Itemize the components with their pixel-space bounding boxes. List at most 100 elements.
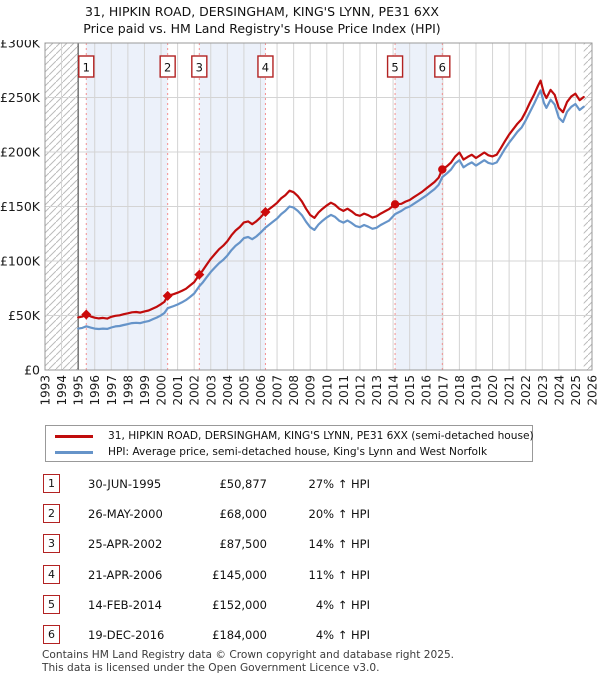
x-tick-label: 2014 bbox=[387, 375, 401, 406]
x-tick-label: 2008 bbox=[287, 375, 301, 406]
x-tick-label: 2018 bbox=[453, 375, 467, 406]
sale-marker bbox=[390, 200, 400, 209]
x-tick-label: 2022 bbox=[519, 375, 533, 406]
sale-date: 26-MAY-2000 bbox=[88, 507, 163, 522]
y-tick-label: £300K bbox=[0, 40, 41, 51]
x-tick-label: 2021 bbox=[503, 375, 517, 406]
x-tick-label: 2001 bbox=[171, 375, 185, 406]
x-tick-label: 2009 bbox=[304, 375, 318, 406]
sale-hpi-delta: 20% ↑ HPI bbox=[308, 507, 370, 522]
x-tick-label: 2012 bbox=[353, 375, 367, 406]
x-tick-label: 1999 bbox=[138, 375, 152, 406]
legend-item-hpi: HPI: Average price, semi-detached house,… bbox=[46, 444, 532, 460]
sale-marker bbox=[194, 269, 205, 280]
sale-date: 30-JUN-1995 bbox=[88, 477, 162, 491]
price-chart: 1 2 3 4 5 6 £0 £50K £100K £150K £200K £250K £300K 199… bbox=[0, 40, 600, 406]
x-tick-label: 2013 bbox=[370, 375, 384, 406]
y-tick-label: £250K bbox=[0, 90, 41, 105]
sale-date: 19-DEC-2016 bbox=[88, 627, 165, 642]
sale-label-box bbox=[78, 55, 95, 78]
x-tick-label: 2023 bbox=[536, 375, 550, 406]
sale-price: £145,000 bbox=[212, 567, 267, 582]
x-tick-label: 1993 bbox=[39, 375, 53, 406]
x-tick-label: 2004 bbox=[221, 375, 235, 406]
sale-hpi-delta: 4% ↑ HPI bbox=[315, 627, 370, 642]
x-tick-label: 2016 bbox=[420, 375, 434, 406]
y-tick-label: £0 bbox=[24, 363, 40, 378]
sale-hpi-delta: 27% ↑ HPI bbox=[308, 477, 370, 491]
hpi-line bbox=[77, 89, 585, 331]
y-tick-label: £200K bbox=[0, 145, 41, 160]
sale-label-box bbox=[159, 55, 176, 78]
legend-item-price: 31, HIPKIN ROAD, DERSINGHAM, KING'S LYNN… bbox=[46, 428, 534, 444]
sale-marker bbox=[438, 165, 447, 174]
sale-price: £87,500 bbox=[219, 537, 267, 552]
chart-title-line2: Price paid vs. HM Land Registry's House … bbox=[83, 21, 441, 36]
x-tick-label: 2025 bbox=[569, 375, 583, 406]
footer-line1: Contains HM Land Registry data © Crown c… bbox=[42, 649, 455, 661]
sale-number-badge: 2 bbox=[43, 504, 60, 524]
x-tick-label: 2015 bbox=[403, 375, 417, 406]
sale-label-number: 2 bbox=[164, 61, 171, 75]
price-line-swatch bbox=[55, 434, 93, 438]
sale-date: 14-FEB-2014 bbox=[88, 597, 162, 612]
sale-marker bbox=[162, 290, 173, 301]
x-tick-label: 2003 bbox=[204, 375, 218, 406]
x-tick-label: 2026 bbox=[586, 375, 600, 406]
sale-number-badge: 5 bbox=[43, 594, 60, 614]
table-row: 3 25-APR-2002 £87,500 14% ↑ HPI bbox=[43, 534, 383, 564]
chart-title: 31, HIPKIN ROAD, DERSINGHAM, KING'S LYNN… bbox=[0, 3, 524, 37]
x-tick-label: 2007 bbox=[271, 375, 285, 406]
sale-price: £50,877 bbox=[219, 477, 267, 491]
sale-label-box bbox=[386, 55, 404, 78]
sale-hpi-delta: 11% ↑ HPI bbox=[308, 567, 370, 582]
sale-date: 25-APR-2002 bbox=[88, 537, 163, 552]
sale-label-number: 6 bbox=[439, 61, 446, 75]
sales-table: 1 30-JUN-1995 £50,877 27% ↑ HPI 2 26-MAY… bbox=[43, 474, 383, 655]
sale-number-badge: 1 bbox=[43, 474, 60, 493]
y-tick-label: £50K bbox=[8, 308, 41, 323]
legend-label-price: 31, HIPKIN ROAD, DERSINGHAM, KING'S LYNN… bbox=[108, 430, 534, 442]
chart-title-line1: 31, HIPKIN ROAD, DERSINGHAM, KING'S LYNN… bbox=[85, 4, 439, 19]
plot-border bbox=[44, 42, 593, 371]
x-tick-label: 2002 bbox=[188, 375, 202, 406]
x-tick-label: 2000 bbox=[155, 375, 169, 406]
sale-price: £184,000 bbox=[212, 627, 267, 642]
table-row: 6 19-DEC-2016 £184,000 4% ↑ HPI bbox=[43, 624, 383, 655]
price-paid-line bbox=[77, 79, 585, 320]
sale-number-badge: 3 bbox=[43, 534, 60, 554]
sale-price: £68,000 bbox=[219, 507, 267, 522]
sale-hpi-delta: 4% ↑ HPI bbox=[315, 597, 370, 612]
legend-label-hpi: HPI: Average price, semi-detached house,… bbox=[108, 446, 488, 458]
x-tick-label: 2010 bbox=[320, 375, 334, 406]
x-tick-label: 2006 bbox=[254, 375, 268, 406]
x-tick-label: 2019 bbox=[469, 375, 483, 406]
x-tick-label: 2017 bbox=[436, 375, 450, 406]
sale-label-box bbox=[191, 55, 208, 78]
sale-date: 21-APR-2006 bbox=[88, 567, 163, 582]
sale-number-badge: 6 bbox=[43, 624, 60, 644]
x-tick-label: 1996 bbox=[88, 375, 102, 406]
sale-label-number: 1 bbox=[83, 61, 90, 75]
table-row: 2 26-MAY-2000 £68,000 20% ↑ HPI bbox=[43, 504, 383, 534]
table-row: 5 14-FEB-2014 £152,000 4% ↑ HPI bbox=[43, 594, 383, 625]
sale-label-number: 5 bbox=[391, 61, 398, 75]
sale-price: £152,000 bbox=[212, 597, 267, 612]
hpi-line-swatch bbox=[55, 450, 93, 454]
sale-marker bbox=[81, 309, 92, 320]
x-tick-label: 2020 bbox=[486, 375, 500, 406]
sale-label-number: 3 bbox=[196, 61, 203, 75]
footer-line2: This data is licensed under the Open Gov… bbox=[42, 661, 380, 674]
legend: 31, HIPKIN ROAD, DERSINGHAM, KING'S LYNN… bbox=[45, 425, 534, 462]
x-tick-label: 1995 bbox=[72, 375, 86, 406]
x-tick-label: 1994 bbox=[55, 375, 69, 406]
table-row: 4 21-APR-2006 £145,000 11% ↑ HPI bbox=[43, 564, 383, 595]
x-tick-label: 2024 bbox=[552, 375, 566, 406]
sale-label-number: 4 bbox=[262, 61, 269, 75]
table-row: 1 30-JUN-1995 £50,877 27% ↑ HPI bbox=[43, 474, 383, 504]
x-tick-label: 1998 bbox=[121, 375, 135, 406]
sale-label-box bbox=[434, 55, 451, 78]
sale-marker bbox=[260, 206, 271, 217]
y-tick-label: £150K bbox=[0, 199, 41, 214]
x-tick-label: 2005 bbox=[237, 375, 251, 406]
